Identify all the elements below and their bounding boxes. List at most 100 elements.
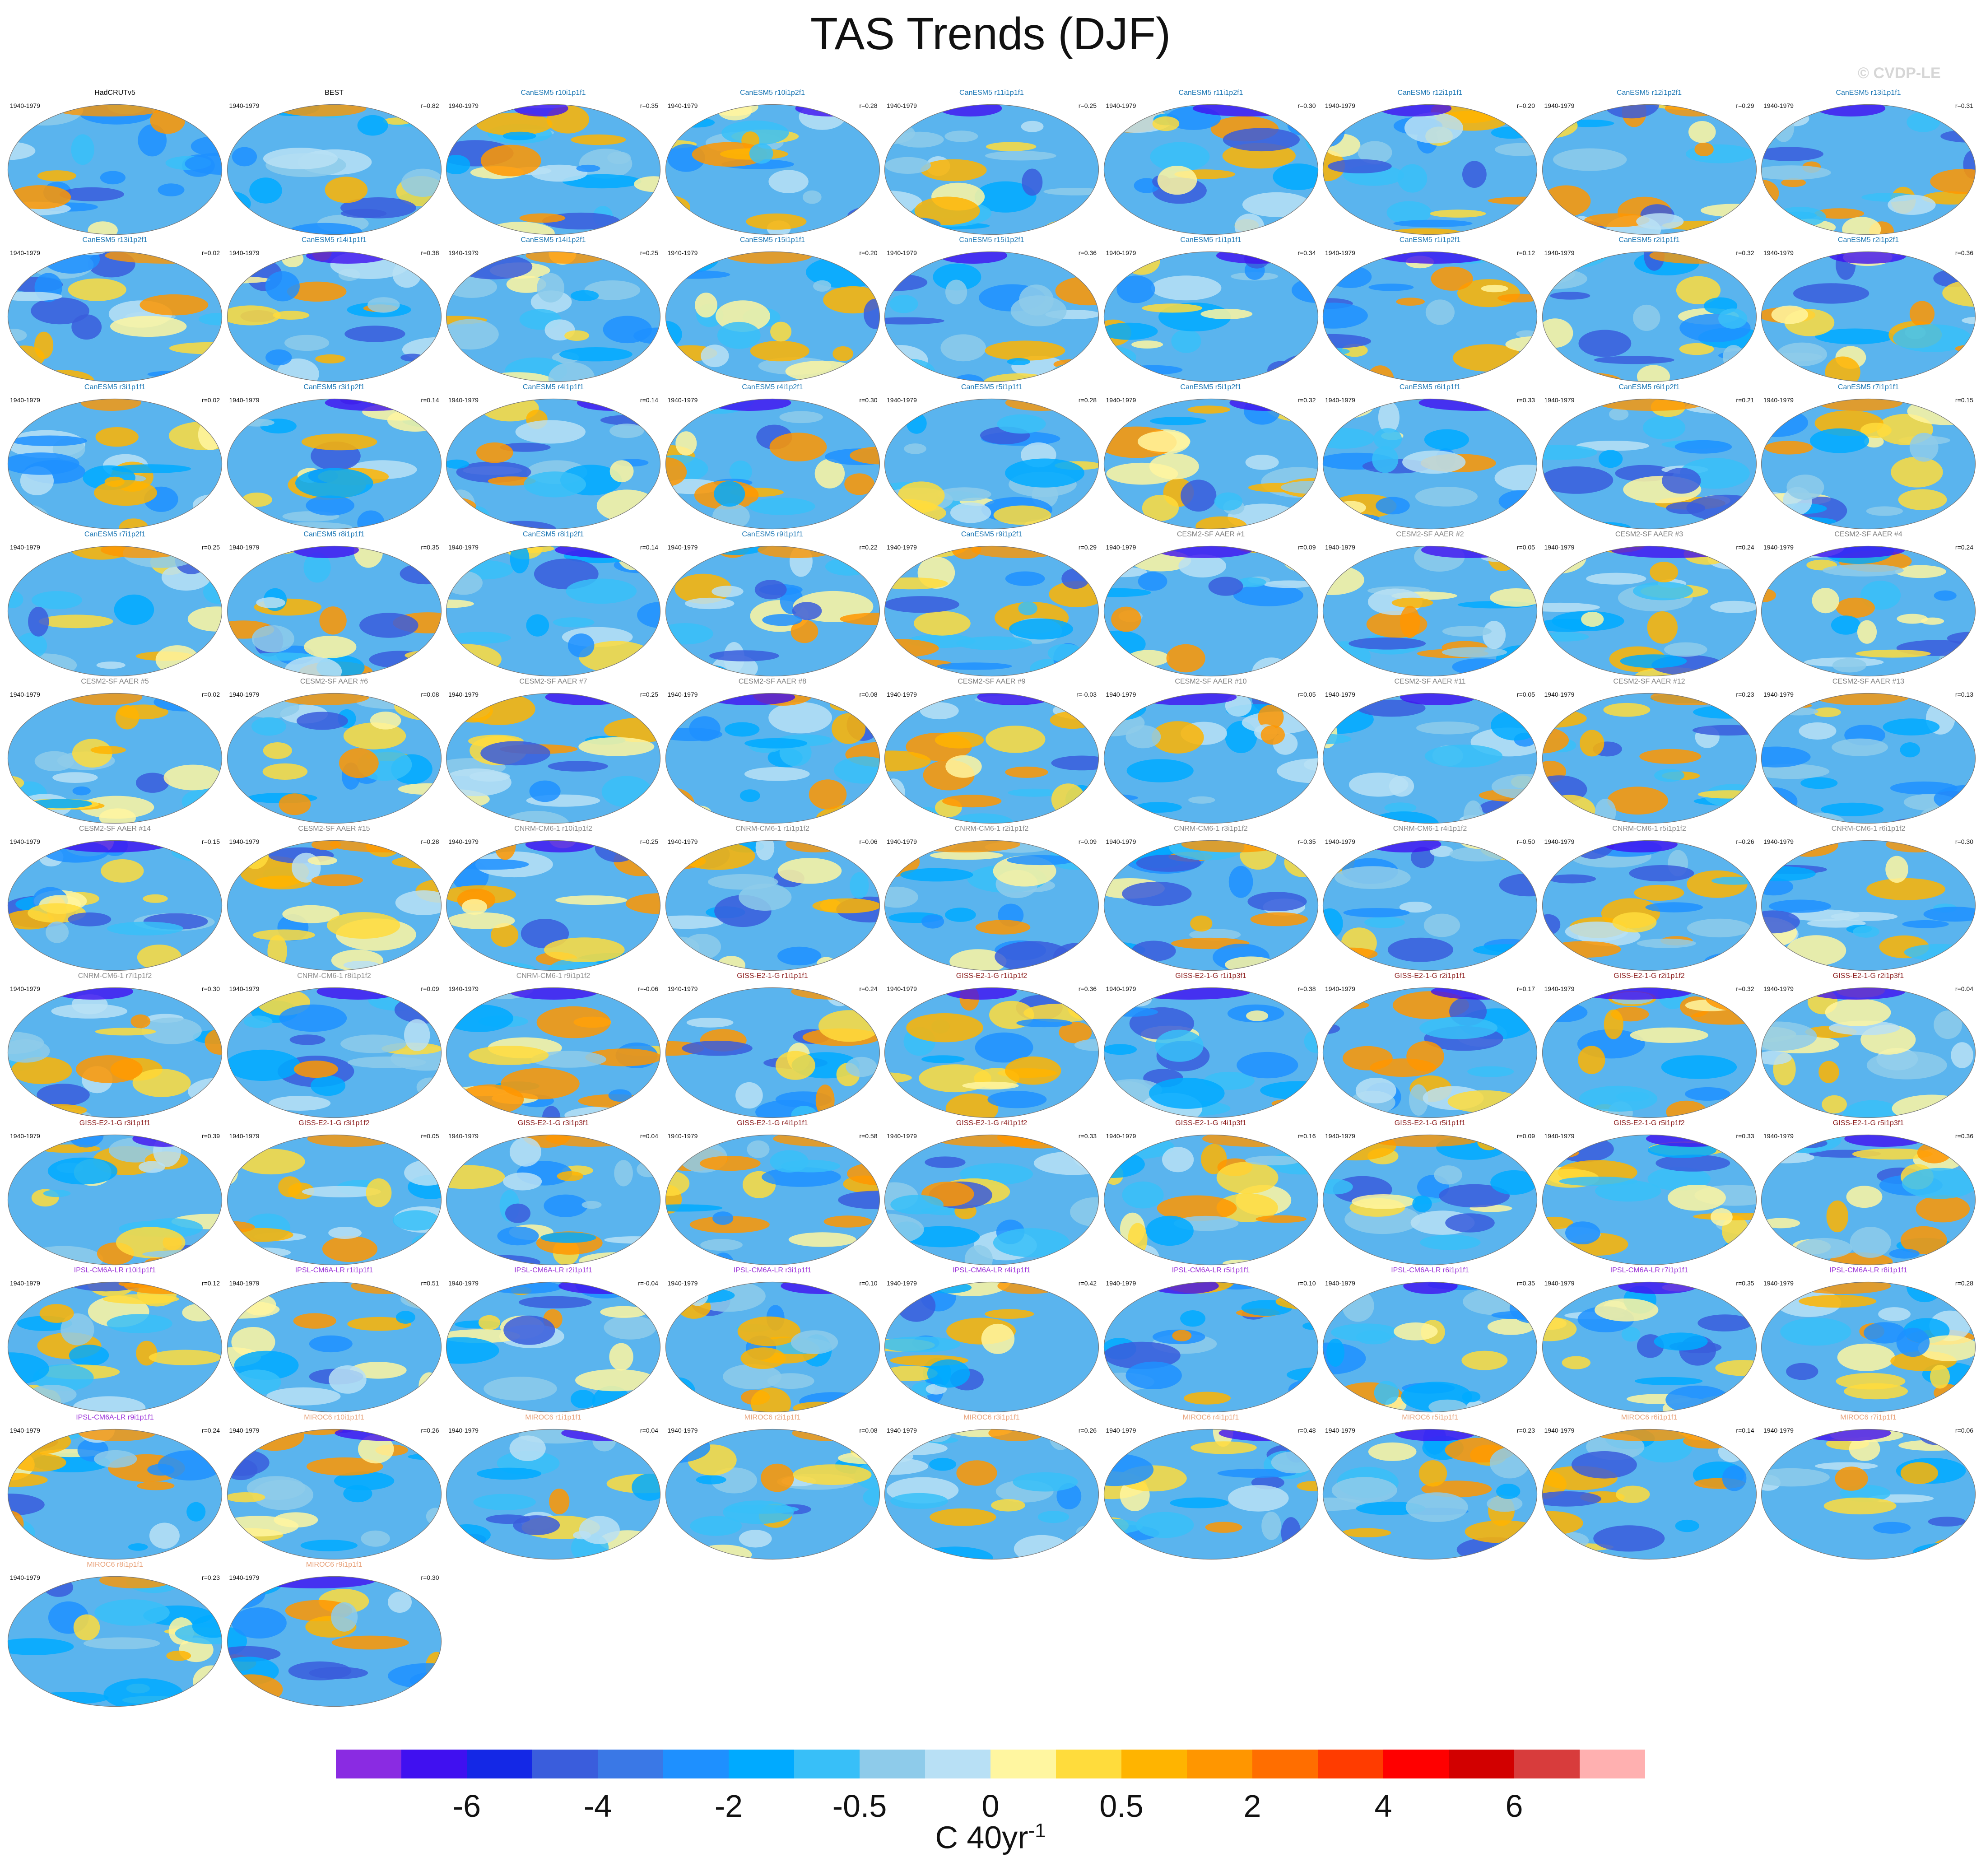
trend-map <box>1542 1429 1757 1560</box>
map-panel: 1940-1979 CanESM5 r2i1p1f1 r=0.32 <box>1541 236 1758 383</box>
trend-map <box>1761 1134 1976 1266</box>
panel-correlation-label: r=0.25 <box>640 691 658 698</box>
trend-map <box>1761 251 1976 382</box>
panel-run-label: MIROC6 r3i1p1f1 <box>963 1414 1020 1421</box>
colorbar-box <box>336 1750 401 1778</box>
map-panel: 1940-1979 GISS-E2-1-G r2i1p1f2 r=0.32 <box>1541 972 1758 1119</box>
trend-map <box>884 104 1099 235</box>
panel-run-label: MIROC6 r6i1p1f1 <box>1621 1414 1678 1421</box>
map-panel: 1940-1979 CESM2-SF AAER #12 r=0.23 <box>1541 677 1758 825</box>
map-panel: 1940-1979 CESM2-SF AAER #1 r=0.09 <box>1102 530 1320 678</box>
map-panel: 1940-1979 CESM2-SF AAER #15 r=0.28 <box>226 824 443 972</box>
trend-map <box>446 251 661 382</box>
panel-period-label: 1940-1979 <box>1106 691 1136 698</box>
trend-map <box>1761 545 1976 677</box>
map-panel: 1940-1979 MIROC6 r10i1p1f1 r=0.26 <box>226 1413 443 1561</box>
trend-map <box>1322 987 1538 1118</box>
panel-run-label: CanESM5 r12i1p1f1 <box>1397 89 1463 97</box>
map-panel: 1940-1979 CanESM5 r11i1p1f1 r=0.25 <box>883 88 1100 236</box>
panel-period-label: 1940-1979 <box>1763 1280 1794 1287</box>
panel-correlation-label: r=0.14 <box>640 396 658 404</box>
trend-map <box>1542 1281 1757 1413</box>
panel-correlation-label: r=0.23 <box>1516 1427 1535 1434</box>
trend-map <box>446 104 661 235</box>
panel-correlation-label: r=0.28 <box>1955 1280 1973 1287</box>
panel-period-label: 1940-1979 <box>229 249 260 256</box>
panel-period-label: 1940-1979 <box>1325 691 1355 698</box>
panel-period-label: 1940-1979 <box>1763 396 1794 404</box>
panel-run-label: GISS-E2-1-G r4i1p1f2 <box>956 1119 1028 1127</box>
map-panel: 1940-1979 IPSL-CM6A-LR r10i1p1f1 r=0.12 <box>6 1266 223 1414</box>
map-panel: 1940-1979 GISS-E2-1-G r3i1p1f1 r=0.39 <box>6 1119 223 1266</box>
panel-correlation-label: r=0.36 <box>1078 249 1097 256</box>
panel-correlation-label: r=0.30 <box>1955 838 1973 845</box>
panel-correlation-label: r=0.32 <box>1736 985 1754 992</box>
panel-run-label: GISS-E2-1-G r4i1p3f1 <box>1175 1119 1246 1127</box>
trend-map <box>665 398 880 530</box>
map-panel: 1940-1979 CESM2-SF AAER #3 r=0.24 <box>1541 530 1758 678</box>
map-panel: 1940-1979 BEST r=0.82 <box>226 88 443 236</box>
panel-run-label: CESM2-SF AAER #12 <box>1613 678 1685 685</box>
panel-run-label: CNRM-CM6-1 r5i1p1f2 <box>1612 825 1686 833</box>
trend-map <box>446 1134 661 1266</box>
panel-correlation-label: r=0.24 <box>201 1427 220 1434</box>
colorbar-tick-label: -6 <box>452 1788 481 1824</box>
panel-run-label: CNRM-CM6-1 r2i1p1f2 <box>954 825 1029 833</box>
panel-run-label: GISS-E2-1-G r3i1p1f1 <box>79 1119 151 1127</box>
colorbar-box <box>1252 1750 1318 1778</box>
panel-period-label: 1940-1979 <box>1106 102 1136 109</box>
map-panel: 1940-1979 CNRM-CM6-1 r5i1p1f2 r=0.26 <box>1541 824 1758 972</box>
panel-period-label: 1940-1979 <box>229 1574 260 1581</box>
panel-period-label: 1940-1979 <box>448 396 479 404</box>
panel-run-label: GISS-E2-1-G r2i1p1f2 <box>1614 972 1685 980</box>
trend-map <box>1542 398 1757 530</box>
panel-run-label: MIROC6 r9i1p1f1 <box>306 1561 363 1569</box>
panel-period-label: 1940-1979 <box>448 544 479 551</box>
panel-correlation-label: r=0.13 <box>1955 691 1973 698</box>
panel-correlation-label: r=0.29 <box>1078 544 1097 551</box>
panel-correlation-label: r=0.12 <box>1516 249 1535 256</box>
panel-run-label: CanESM5 r11i1p1f1 <box>959 89 1024 97</box>
trend-map <box>227 104 442 235</box>
panel-correlation-label: r=0.14 <box>421 396 439 404</box>
units-base: C 40yr <box>935 1820 1028 1855</box>
panel-correlation-label: r=0.25 <box>640 838 658 845</box>
panel-correlation-label: r=0.32 <box>1297 396 1316 404</box>
map-panel: 1940-1979 CanESM5 r11i1p2f1 r=0.30 <box>1102 88 1320 236</box>
colorbar-box <box>598 1750 663 1778</box>
colorbar-box <box>532 1750 598 1778</box>
colorbar-box <box>1514 1750 1580 1778</box>
panel-period-label: 1940-1979 <box>1544 985 1575 992</box>
map-panel: 1940-1979 CNRM-CM6-1 r4i1p1f2 r=0.50 <box>1321 824 1539 972</box>
panel-run-label: HadCRUTv5 <box>94 89 135 97</box>
panel-run-label: CanESM5 r5i1p2f1 <box>1180 383 1242 391</box>
trend-map <box>446 840 661 971</box>
panel-run-label: CESM2-SF AAER #1 <box>1177 531 1245 538</box>
map-panel: 1940-1979 CanESM5 r1i1p1f1 r=0.34 <box>1102 236 1320 383</box>
map-panel: 1940-1979 CESM2-SF AAER #9 r=-0.03 <box>883 677 1100 825</box>
map-panel: 1940-1979 CESM2-SF AAER #4 r=0.24 <box>1760 530 1977 678</box>
trend-map <box>1761 1281 1976 1413</box>
panel-period-label: 1940-1979 <box>229 838 260 845</box>
trend-map <box>665 987 880 1118</box>
panel-period-label: 1940-1979 <box>1325 985 1355 992</box>
trend-map <box>1103 545 1318 677</box>
colorbar-box <box>1187 1750 1252 1778</box>
panel-run-label: CanESM5 r14i1p1f1 <box>301 236 367 244</box>
map-panel: 1940-1979 GISS-E2-1-G r4i1p1f2 r=0.33 <box>883 1119 1100 1266</box>
panel-run-label: GISS-E2-1-G r5i1p1f1 <box>1394 1119 1466 1127</box>
colorbar-box <box>925 1750 990 1778</box>
trend-map <box>1322 398 1538 530</box>
map-panel: 1940-1979 CanESM5 r13i1p2f1 r=0.02 <box>6 236 223 383</box>
trend-map <box>446 398 661 530</box>
panel-correlation-label: r=0.08 <box>421 691 439 698</box>
map-panel: 1940-1979 MIROC6 r5i1p1f1 r=0.23 <box>1321 1413 1539 1561</box>
panel-run-label: IPSL-CM6A-LR r1i1p1f1 <box>295 1266 373 1274</box>
trend-map <box>227 987 442 1118</box>
panel-run-label: CESM2-SF AAER #15 <box>298 825 370 833</box>
trend-map <box>446 1281 661 1413</box>
panel-period-label: 1940-1979 <box>448 691 479 698</box>
map-panel: 1940-1979 IPSL-CM6A-LR r1i1p1f1 r=0.51 <box>226 1266 443 1414</box>
panel-period-label: 1940-1979 <box>448 249 479 256</box>
panel-run-label: CanESM5 r1i1p2f1 <box>1399 236 1461 244</box>
